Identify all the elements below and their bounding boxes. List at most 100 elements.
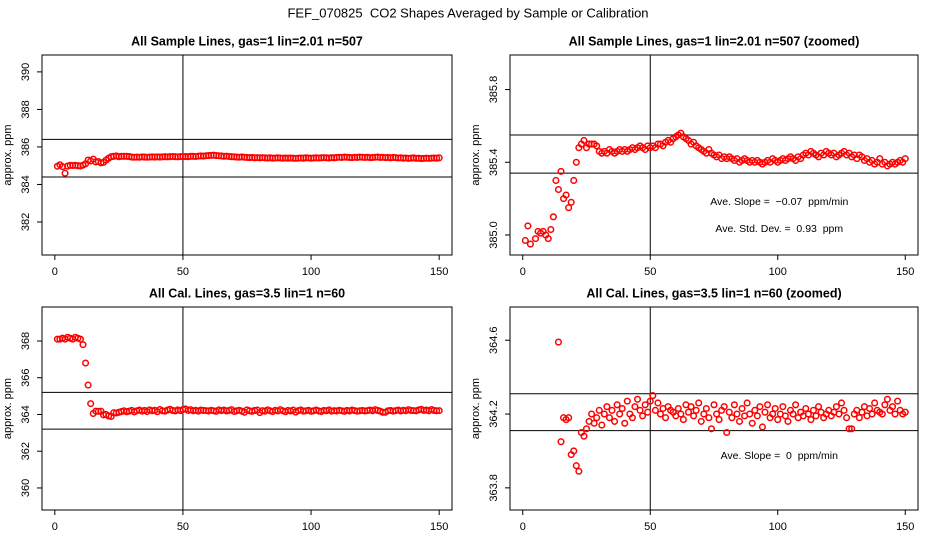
- data-point: [684, 408, 693, 416]
- data-point: [570, 176, 578, 185]
- data-point: [435, 154, 443, 162]
- x-tick-label: 0: [52, 521, 58, 533]
- panel-title: All Cal. Lines, gas=3.5 lin=1 n=60: [149, 286, 345, 300]
- data-point: [580, 136, 588, 145]
- data-point: [771, 404, 779, 413]
- data-point: [531, 235, 540, 243]
- y-tick-label: 364.2: [488, 400, 500, 428]
- data-point: [554, 338, 563, 346]
- y-tick-label: 382: [20, 213, 32, 231]
- data-point: [644, 408, 652, 416]
- data-point: [702, 404, 710, 413]
- data-point: [593, 142, 601, 150]
- x-tick-label: 0: [52, 266, 58, 278]
- y-tick-label: 364.6: [488, 326, 500, 354]
- data-point: [435, 407, 443, 415]
- data-point: [815, 403, 823, 411]
- x-tick-label: 150: [896, 266, 914, 278]
- data-point: [779, 403, 787, 411]
- data-point: [761, 408, 769, 416]
- data-point: [784, 417, 792, 425]
- plot-frame: [509, 54, 919, 256]
- data-point: [557, 167, 565, 175]
- data-point: [79, 341, 87, 349]
- x-tick-label: 100: [769, 521, 787, 533]
- x-tick-label: 50: [644, 521, 656, 533]
- x-tick-label: 50: [177, 266, 189, 278]
- panel-title: All Sample Lines, gas=1 lin=2.01 n=507 (…: [569, 34, 860, 48]
- data-point: [807, 416, 815, 424]
- data-point: [753, 412, 761, 420]
- data-point: [792, 401, 800, 409]
- page-title: FEF_070825 CO2 Shapes Averaged by Sample…: [287, 5, 648, 20]
- data-point: [733, 410, 741, 418]
- data-point: [84, 381, 92, 389]
- data-point: [774, 416, 782, 424]
- data-point: [700, 410, 708, 418]
- data-point: [789, 410, 797, 418]
- data-point: [549, 213, 557, 221]
- data-point: [758, 423, 767, 431]
- data-point: [720, 403, 728, 411]
- data-point: [878, 410, 886, 418]
- data-point: [636, 406, 644, 414]
- data-point: [567, 198, 575, 206]
- points: [521, 129, 909, 248]
- data-point: [611, 417, 619, 425]
- data-point: [598, 421, 606, 429]
- data-point: [526, 240, 534, 248]
- data-point: [593, 414, 601, 422]
- y-axis-label: approx. ppm: [470, 124, 482, 185]
- data-point: [728, 414, 736, 422]
- data-point: [858, 408, 866, 416]
- data-point: [690, 412, 698, 420]
- data-point: [692, 406, 700, 414]
- x-tick-label: 50: [177, 521, 189, 533]
- y-tick-label: 362: [20, 442, 32, 460]
- data-point: [623, 397, 631, 405]
- data-point: [588, 410, 596, 418]
- data-point: [735, 417, 744, 425]
- x-tick-label: 100: [769, 266, 787, 278]
- data-point: [641, 401, 649, 409]
- y-tick-label: 386: [20, 138, 32, 156]
- data-point: [562, 191, 570, 199]
- points: [53, 333, 443, 421]
- data-point: [662, 414, 670, 422]
- x-tick-label: 150: [430, 521, 448, 533]
- data-point: [840, 406, 848, 414]
- data-point: [746, 410, 754, 418]
- data-point: [595, 406, 603, 414]
- y-tick-label: 390: [20, 63, 32, 81]
- points: [53, 151, 443, 177]
- data-point: [769, 410, 777, 418]
- data-point: [901, 408, 909, 416]
- annotation: Ave. Slope = 0 ppm/min: [721, 450, 839, 462]
- data-point: [651, 406, 659, 414]
- data-point: [715, 416, 723, 424]
- data-point: [695, 399, 703, 407]
- y-tick-label: 385.0: [488, 221, 500, 249]
- data-point: [433, 407, 441, 415]
- data-point: [572, 462, 580, 470]
- data-point: [687, 403, 695, 411]
- y-tick-label: 366: [20, 369, 32, 387]
- data-point: [835, 410, 843, 418]
- data-point: [631, 403, 639, 411]
- x-tick-label: 0: [520, 266, 526, 278]
- data-point: [809, 406, 818, 414]
- data-point: [730, 401, 738, 409]
- data-point: [901, 155, 909, 163]
- data-point: [705, 414, 713, 422]
- data-point: [845, 425, 853, 433]
- data-point: [580, 432, 588, 440]
- data-point: [756, 403, 764, 411]
- data-point: [764, 401, 772, 409]
- data-point: [605, 414, 614, 422]
- data-point: [649, 392, 657, 400]
- x-tick-label: 150: [896, 521, 914, 533]
- data-point: [618, 404, 626, 413]
- y-tick-label: 385.4: [488, 149, 500, 177]
- data-point: [590, 419, 598, 427]
